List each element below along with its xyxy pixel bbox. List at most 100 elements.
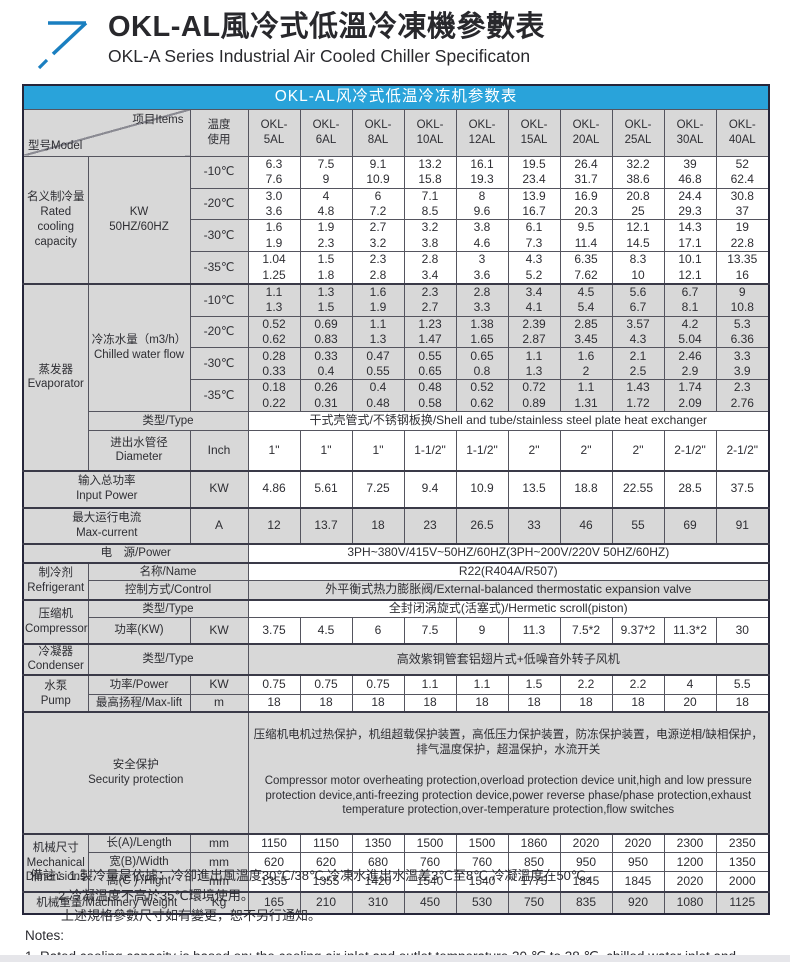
page-subtitle: OKL-A Series Industrial Air Cooled Chill… (108, 46, 531, 66)
max-current-cell: 26.5 (455, 506, 509, 545)
pump-lift-row: 最高扬程/Max-lift m 18 18 18 18 18 18 18 18 20 18 (23, 693, 770, 713)
pump-power-row: 水泵 Pump 功率/Power KW 0.75 0.75 0.75 1.1 1.1 1.… (22, 674, 770, 713)
input-power-cell: 7.25 (351, 469, 405, 509)
condenser-row: 冷凝器 Condenser 类型/Type 高效紫铜管套铝翅片式+低噪音外转子风… (22, 642, 770, 676)
compressor-type-label: 类型/Type (87, 598, 249, 619)
dimension-cell: 1355 (299, 871, 353, 893)
weight-cell: 835 (559, 890, 613, 915)
dimension-cell: 1355 (247, 871, 301, 893)
dimension-cell: 1150 (247, 832, 301, 854)
dimension-cell: 1860 (507, 832, 561, 854)
pump-lift-label: 最高扬程/Max-lift (87, 693, 191, 713)
flow-value-cell: 0.65 0.8 (455, 347, 509, 381)
rated-value-cell: 3 3.6 (455, 251, 509, 285)
flow-value-cell: 0.55 0.65 (403, 347, 457, 381)
temp-cell: -10℃ (189, 155, 249, 189)
model-header-cell: OKL- 25AL (611, 108, 665, 157)
notes-en-label: Notes: (25, 928, 65, 944)
rated-value-cell: 16.1 19.3 (455, 155, 509, 189)
dimension-cell: 1350 (351, 832, 405, 854)
input-power-row: 输入总功率 Input Power KW 4.86 5.61 7.25 9.4 10.9… (22, 469, 770, 509)
pump-lift-cell: 18 (351, 693, 405, 713)
rated-value-cell: 1.6 1.9 (247, 219, 301, 253)
rated-value-cell: 39 46.8 (663, 155, 717, 189)
weight-cell: 450 (403, 890, 457, 915)
input-power-cell: 18.8 (559, 469, 613, 509)
model-header-cell: OKL- 10AL (403, 108, 457, 157)
condenser-type-value: 高效紫铜管套铝翅片式+低噪音外转子风机 (247, 642, 770, 676)
compressor-power-row: 功率(KW) KW 3.75 4.5 6 7.5 9 11.3 7.5*2 9.37*2 11.… (23, 617, 770, 645)
dimension-cell: 2300 (663, 832, 717, 854)
dimension-cell: 1150 (299, 832, 353, 854)
weight-unit: Kg (189, 890, 249, 915)
refrigerant-name-row: 制冷剂 Refrigerant 名称/Name R22(R404A/R507) (22, 561, 770, 601)
refrigerant-control-value: 外平衡式热力膨胀阀/External-balanced thermostatic… (247, 580, 770, 601)
max-current-cell: 18 (351, 506, 405, 545)
rated-value-cell: 9.1 10.9 (351, 155, 405, 189)
table-title: OKL-AL风冷式低温冷冻机参数表 (22, 84, 770, 110)
max-current-unit: A (189, 506, 249, 545)
diameter-value-cell: 1" (247, 430, 301, 472)
rated-value-cell: 52 62.4 (715, 155, 770, 189)
rated-value-cell: 2.3 2.8 (351, 251, 405, 285)
input-power-label: 输入总功率 Input Power (22, 469, 191, 509)
temp-cell: -20℃ (189, 187, 249, 221)
power-supply-value: 3PH~380V/415V~50HZ/60HZ(3PH~200V/220V 50… (247, 542, 770, 564)
weight-cell: 920 (611, 890, 665, 915)
refrigerant-control-label: 控制方式/Control (87, 580, 249, 601)
dimension-row: 机械尺寸 Mechanical Dimensions 长(A)/Length m… (22, 832, 770, 893)
rated-value-cell: 13.2 15.8 (403, 155, 457, 189)
rated-value-cell: 12.1 14.5 (611, 219, 665, 253)
rated-value-cell: 3.0 3.6 (247, 187, 301, 221)
rated-value-cell: 19.5 23.4 (507, 155, 561, 189)
compressor-power-cell: 3.75 (247, 617, 301, 645)
rated-value-cell: 1.9 2.3 (299, 219, 353, 253)
flow-value-cell: 0.33 0.4 (299, 347, 353, 381)
weight-cell: 165 (247, 890, 301, 915)
model-header-cell: OKL- 15AL (507, 108, 561, 157)
flow-value-cell: 1.1 1.31 (559, 379, 613, 413)
evaporator-type-value: 干式壳管式/不锈钢板换/Shell and tube/stainless ste… (247, 411, 770, 432)
evaporator-type-row: 类型/Type 干式壳管式/不锈钢板换/Shell and tube/stain… (23, 411, 770, 432)
flow-value-cell: 0.47 0.55 (351, 347, 405, 381)
width-label: 宽(B)/Width (87, 852, 191, 873)
pump-power-cell: 5.5 (715, 674, 770, 695)
dimension-cell: 950 (559, 852, 613, 873)
dimension-cell: 1500 (403, 832, 457, 854)
weight-cell: 1080 (663, 890, 717, 915)
rated-value-cell: 24.4 29.3 (663, 187, 717, 221)
refrigerant-label: 制冷剂 Refrigerant (22, 561, 89, 601)
rated-value-cell: 7.5 9 (299, 155, 353, 189)
security-row: 安全保护 Security protection 压缩机电机过热保护，机组超载保… (22, 711, 770, 835)
pump-lift-cell: 18 (507, 693, 561, 713)
power-supply-row: 电 源/Power 3PH~380V/415V~50HZ/60HZ(3PH~20… (22, 542, 770, 564)
pump-lift-cell: 20 (663, 693, 717, 713)
refrigerant-control-row: 控制方式/Control 外平衡式热力膨胀阀/External-balanced… (23, 580, 770, 601)
length-unit: mm (189, 832, 249, 854)
diameter-value-cell: 2" (559, 430, 613, 472)
weight-cell: 310 (351, 890, 405, 915)
flow-value-cell: 0.72 0.89 (507, 379, 561, 413)
max-current-cell: 12 (247, 506, 301, 545)
dimension-cell: 2350 (715, 832, 770, 854)
rated-value-cell: 14.3 17.1 (663, 219, 717, 253)
dimension-cell: 1775 (507, 871, 561, 893)
diameter-value-cell: 1" (299, 430, 353, 472)
pump-power-cell: 0.75 (351, 674, 405, 695)
rated-value-cell: 20.8 25 (611, 187, 665, 221)
dimensions-label: 机械尺寸 Mechanical Dimensions (22, 832, 89, 893)
temp-cell: -20℃ (189, 315, 249, 349)
condenser-type-label: 类型/Type (87, 642, 249, 676)
weight-label: 机械重量/Machinery Weight (22, 890, 191, 915)
corner-items-label: 项目Items (132, 113, 184, 126)
rated-value-cell: 9.5 11.4 (559, 219, 613, 253)
rated-value-cell: 32.2 38.6 (611, 155, 665, 189)
security-text-zh: 压缩机电机过热保护，机组超载保护装置，高低压力保护装置，防冻保护装置，电源逆相/… (253, 728, 763, 756)
flow-label: 冷冻水量（m3/h） Chilled water flow (87, 283, 191, 413)
input-power-cell: 5.61 (299, 469, 353, 509)
table-title-row: OKL-AL风冷式低温冷冻机参数表 (22, 84, 770, 110)
input-power-cell: 13.5 (507, 469, 561, 509)
pump-power-cell: 1.1 (403, 674, 457, 695)
temp-cell: -30℃ (189, 219, 249, 253)
rated-value-cell: 4 4.8 (299, 187, 353, 221)
